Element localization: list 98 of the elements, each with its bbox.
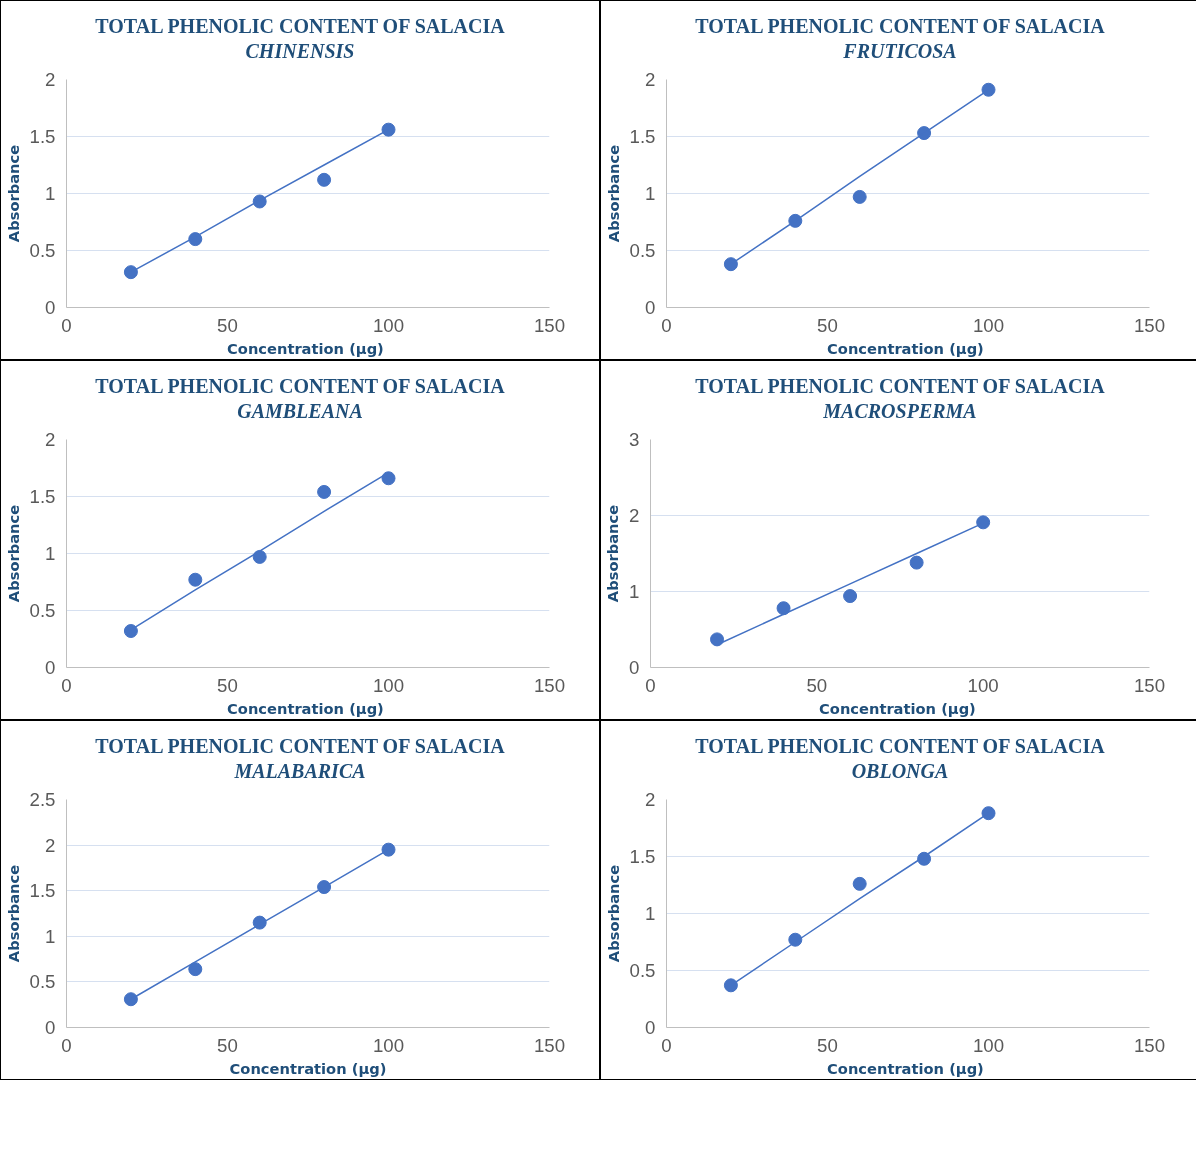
y-tick-label: 1.5 <box>29 126 56 147</box>
y-tick-label: 2.5 <box>29 789 56 810</box>
x-tick-label: 50 <box>217 1034 238 1056</box>
y-tick-label: 1 <box>45 183 56 204</box>
y-tick-label: 0 <box>45 297 56 318</box>
y-tick-label: 1 <box>645 903 656 924</box>
y-axis-title: Absorbance <box>604 144 622 243</box>
y-tick-label: 1 <box>45 925 56 947</box>
x-axis-title: Concentration (µg) <box>227 699 384 717</box>
point <box>852 876 867 891</box>
y-tick-label: 2 <box>45 69 56 90</box>
point <box>188 572 203 587</box>
y-tick-label: 2 <box>629 505 640 526</box>
chart-title: TOTAL PHENOLIC CONTENT OF SALACIA GAMBLEANA <box>95 374 505 424</box>
x-tick-label: 0 <box>661 1034 672 1056</box>
x-tick-label: 50 <box>817 314 838 336</box>
point <box>317 484 332 499</box>
chart-title: TOTAL PHENOLIC CONTENT OF SALACIA MALABARICA <box>95 734 505 784</box>
y-tick-label: 0.5 <box>29 971 56 993</box>
y-axis-title: Absorbance <box>4 864 22 963</box>
point <box>123 624 138 639</box>
x-tick-label: 100 <box>972 314 1005 336</box>
y-tick-label: 3 <box>629 429 640 450</box>
x-axis-title: Concentration (µg) <box>227 339 384 357</box>
point <box>188 232 203 247</box>
point <box>981 82 996 97</box>
point <box>852 189 867 204</box>
y-tick-label: 1.5 <box>629 846 656 867</box>
y-tick-label: 0.5 <box>29 240 56 261</box>
point <box>123 992 138 1007</box>
point <box>723 257 738 272</box>
y-axis-title: Absorbance <box>604 864 622 963</box>
y-tick-label: 1 <box>629 581 640 602</box>
x-axis-title: Concentration (µg) <box>827 339 984 357</box>
x-tick-label: 150 <box>533 314 566 336</box>
point <box>317 172 332 187</box>
point <box>917 851 932 866</box>
x-tick-label: 0 <box>61 1034 72 1056</box>
point <box>123 265 138 280</box>
y-tick-label: 0 <box>645 297 656 318</box>
x-tick-label: 0 <box>61 674 72 696</box>
point <box>976 515 991 530</box>
x-axis-title: Concentration (µg) <box>229 1059 387 1077</box>
point <box>843 589 858 604</box>
chart-title: TOTAL PHENOLIC CONTENT OF SALACIA CHINENSIS <box>95 14 505 64</box>
point <box>981 806 996 821</box>
y-tick-label: 1.5 <box>629 126 656 147</box>
point <box>381 122 396 137</box>
y-tick-label: 2 <box>645 789 656 810</box>
x-tick-label: 50 <box>217 314 238 336</box>
y-axis-title: Absorbance <box>604 504 622 603</box>
x-tick-label: 0 <box>661 314 672 336</box>
x-tick-label: 150 <box>1133 674 1166 696</box>
y-tick-label: 0 <box>45 657 56 678</box>
y-tick-label: 1.5 <box>29 880 56 902</box>
y-tick-label: 0.5 <box>29 600 56 621</box>
point <box>252 549 267 564</box>
point <box>710 632 725 647</box>
y-tick-label: 0 <box>45 1017 56 1038</box>
y-axis-title: Absorbance <box>4 504 22 603</box>
y-tick-label: 0 <box>645 1017 656 1038</box>
x-tick-label: 100 <box>372 314 405 336</box>
y-tick-label: 0.5 <box>629 960 656 981</box>
x-tick-label: 100 <box>372 1034 405 1056</box>
x-tick-label: 50 <box>806 674 828 696</box>
chart-title: TOTAL PHENOLIC CONTENT OF SALACIA FRUTICOSA <box>695 14 1105 64</box>
chart-title: TOTAL PHENOLIC CONTENT OF SALACIA OBLONGA <box>695 734 1105 784</box>
y-tick-label: 0.5 <box>629 240 656 261</box>
x-axis-title: Concentration (µg) <box>827 1059 984 1077</box>
y-tick-label: 1.5 <box>29 486 56 507</box>
x-tick-label: 50 <box>817 1034 838 1056</box>
point <box>788 932 803 947</box>
x-tick-label: 150 <box>533 674 566 696</box>
y-tick-label: 1 <box>645 183 656 204</box>
point <box>776 601 791 616</box>
x-tick-label: 150 <box>1133 1034 1166 1056</box>
point <box>723 978 738 993</box>
chart-title: TOTAL PHENOLIC CONTENT OF SALACIA MACROSPERMA <box>695 374 1105 424</box>
point <box>381 471 396 486</box>
y-tick-label: 1 <box>45 543 56 564</box>
point <box>188 962 203 977</box>
point <box>317 880 332 895</box>
x-tick-label: 0 <box>61 314 72 336</box>
x-axis-title: Concentration (µg) <box>819 699 976 717</box>
x-tick-label: 150 <box>533 1034 566 1056</box>
x-tick-label: 100 <box>972 1034 1005 1056</box>
y-axis-title: Absorbance <box>4 144 22 243</box>
x-tick-label: 150 <box>1133 314 1166 336</box>
x-tick-label: 100 <box>967 674 999 696</box>
y-tick-label: 2 <box>45 834 56 856</box>
y-tick-label: 2 <box>645 69 656 90</box>
point <box>909 555 924 570</box>
x-tick-label: 50 <box>217 674 238 696</box>
y-tick-label: 2 <box>45 429 56 450</box>
y-tick-label: 0 <box>629 657 640 678</box>
point <box>917 126 932 141</box>
point <box>381 842 396 857</box>
x-tick-label: 100 <box>372 674 405 696</box>
